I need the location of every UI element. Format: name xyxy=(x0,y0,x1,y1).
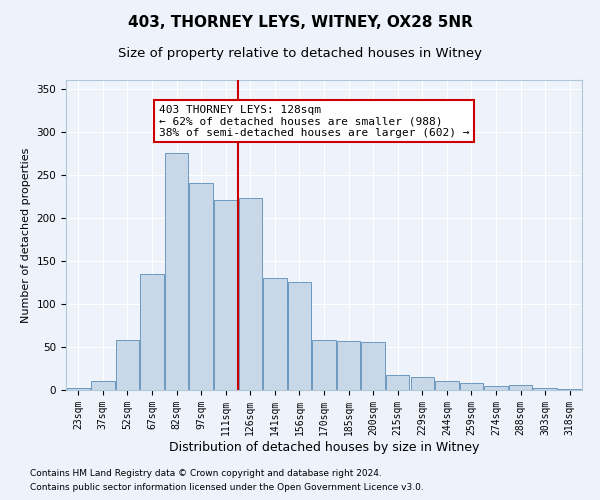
Bar xyxy=(313,340,335,390)
Bar xyxy=(558,389,581,390)
Text: 403, THORNEY LEYS, WITNEY, OX28 5NR: 403, THORNEY LEYS, WITNEY, OX28 5NR xyxy=(128,15,472,30)
Bar xyxy=(435,382,458,390)
Bar xyxy=(140,274,164,390)
Text: Contains HM Land Registry data © Crown copyright and database right 2024.: Contains HM Land Registry data © Crown c… xyxy=(30,468,382,477)
Bar xyxy=(67,388,90,390)
Text: 403 THORNEY LEYS: 128sqm
← 62% of detached houses are smaller (988)
38% of semi-: 403 THORNEY LEYS: 128sqm ← 62% of detach… xyxy=(159,105,469,138)
Bar xyxy=(361,342,385,390)
Bar xyxy=(386,374,409,390)
Bar xyxy=(263,278,287,390)
X-axis label: Distribution of detached houses by size in Witney: Distribution of detached houses by size … xyxy=(169,440,479,454)
Bar xyxy=(91,382,115,390)
Bar xyxy=(116,340,139,390)
Bar xyxy=(533,388,557,390)
Bar xyxy=(214,200,238,390)
Bar xyxy=(165,153,188,390)
Bar xyxy=(190,184,213,390)
Bar xyxy=(484,386,508,390)
Bar xyxy=(239,198,262,390)
Y-axis label: Number of detached properties: Number of detached properties xyxy=(21,148,31,322)
Text: Contains public sector information licensed under the Open Government Licence v3: Contains public sector information licen… xyxy=(30,484,424,492)
Bar xyxy=(288,282,311,390)
Bar xyxy=(337,341,360,390)
Bar xyxy=(509,385,532,390)
Bar xyxy=(460,383,483,390)
Text: Size of property relative to detached houses in Witney: Size of property relative to detached ho… xyxy=(118,48,482,60)
Bar xyxy=(410,377,434,390)
